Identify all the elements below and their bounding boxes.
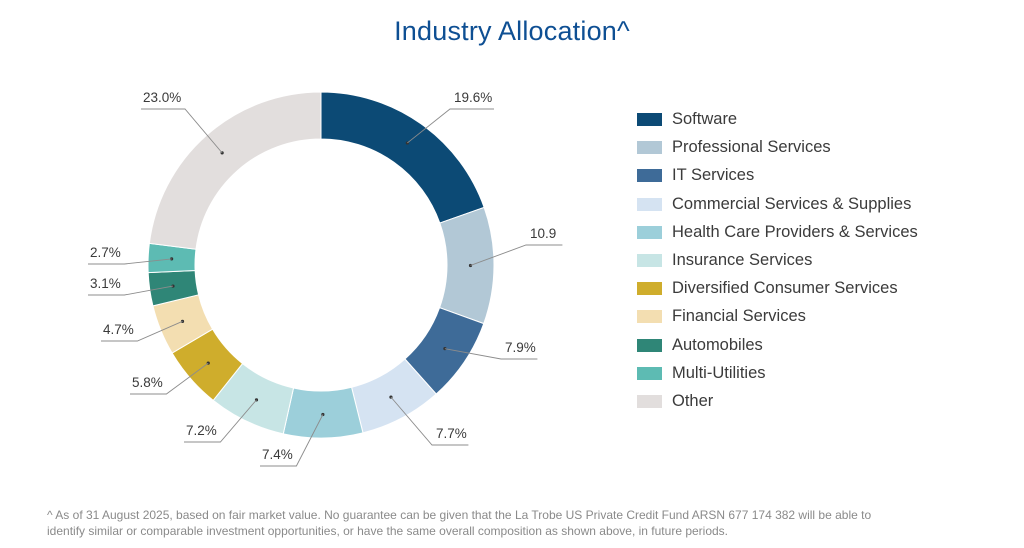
data-label: 2.7% bbox=[90, 245, 121, 260]
legend-swatch bbox=[637, 141, 662, 155]
footnote-line-1: ^ As of 31 August 2025, based on fair ma… bbox=[47, 508, 872, 522]
data-label: 7.2% bbox=[186, 423, 217, 438]
data-label: 10.9 bbox=[530, 226, 556, 241]
legend-swatch bbox=[637, 197, 662, 211]
leader-line bbox=[407, 108, 494, 144]
footnote: ^ As of 31 August 2025, based on fair ma… bbox=[47, 507, 1007, 539]
legend-swatch bbox=[637, 113, 662, 126]
legend-label: Other bbox=[672, 392, 714, 410]
slice-software bbox=[320, 91, 485, 224]
legend-swatch bbox=[637, 282, 662, 296]
data-label: 3.1% bbox=[90, 276, 121, 291]
legend-label: Automobiles bbox=[672, 335, 763, 354]
legend-label: Professional Services bbox=[672, 138, 831, 157]
data-label: 23.0% bbox=[143, 90, 181, 105]
slice-professional-services bbox=[438, 206, 495, 325]
slice-health-care-providers-services bbox=[282, 386, 364, 439]
legend-label: IT Services bbox=[672, 166, 755, 185]
legend-label: Software bbox=[672, 110, 738, 128]
legend-swatch bbox=[637, 225, 662, 239]
legend-swatch bbox=[637, 366, 662, 380]
chart-title: Industry Allocation^ bbox=[394, 16, 630, 46]
data-label: 7.7% bbox=[436, 426, 467, 441]
leader-line bbox=[260, 414, 324, 467]
legend-swatch bbox=[637, 310, 662, 324]
data-label: 5.8% bbox=[132, 375, 163, 390]
slice-other bbox=[148, 91, 322, 250]
legend-label: Commercial Services & Supplies bbox=[672, 194, 912, 213]
leader-line bbox=[101, 320, 183, 342]
data-label: 7.9% bbox=[505, 340, 536, 355]
legend-label: Health Care Providers & Services bbox=[672, 222, 918, 241]
data-label: 7.4% bbox=[262, 447, 293, 462]
data-label: 19.6% bbox=[454, 90, 492, 105]
legend-swatch bbox=[637, 254, 662, 267]
leader-line bbox=[88, 258, 172, 265]
legend-swatch bbox=[637, 338, 662, 352]
legend-label: Multi-Utilities bbox=[672, 363, 766, 382]
leader-line bbox=[444, 348, 538, 360]
leader-line bbox=[130, 362, 209, 395]
legend-swatch bbox=[637, 395, 662, 408]
footnote-line-2: identify similar or comparable investmen… bbox=[47, 524, 729, 538]
legend-label: Financial Services bbox=[672, 307, 806, 326]
data-label: 4.7% bbox=[103, 322, 134, 337]
leader-line bbox=[88, 285, 174, 296]
leader-line bbox=[470, 244, 563, 266]
leader-line bbox=[141, 108, 223, 154]
legend-label: Insurance Services bbox=[672, 251, 813, 269]
legend-swatch bbox=[637, 169, 662, 183]
leader-line bbox=[390, 396, 469, 446]
leader-line bbox=[184, 399, 257, 443]
legend-label: Diversified Consumer Services bbox=[672, 279, 898, 298]
